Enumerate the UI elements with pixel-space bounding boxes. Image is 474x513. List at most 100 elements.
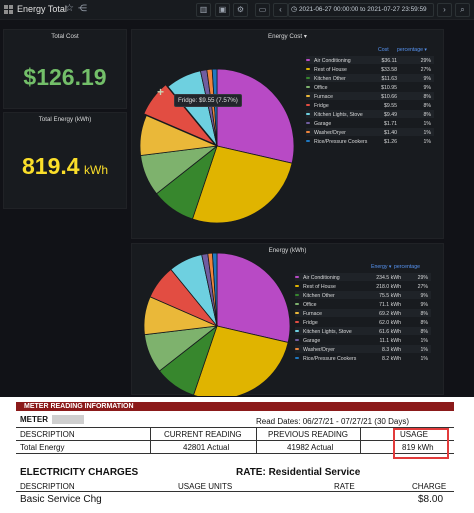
legend-series-name: Garage: [314, 120, 332, 127]
zoom-out-icon[interactable]: ⌕: [455, 3, 470, 17]
total-cost-panel[interactable]: Total Cost $126.19: [3, 29, 127, 109]
dashboards-grid-icon[interactable]: [4, 5, 13, 14]
dashboard-title[interactable]: Energy Total: [17, 4, 67, 14]
legend-col-energy[interactable]: Energy ▾: [371, 264, 392, 270]
charges-col-usage-units: USAGE UNITS: [178, 482, 233, 491]
chevron-down-icon[interactable]: ▾: [303, 33, 307, 40]
pie-slice-air-conditioning[interactable]: [216, 68, 295, 164]
pie-slice-fridge[interactable]: [143, 84, 215, 145]
legend-percentage: 9%: [423, 75, 432, 82]
legend-swatch: [306, 94, 310, 97]
divider: [16, 440, 454, 441]
tv-icon[interactable]: ▭: [255, 3, 270, 17]
legend-swatch: [295, 275, 299, 278]
legend-row[interactable]: Washer/Dryer $1.40 1%: [306, 128, 434, 136]
legend-series-name: Washer/Dryer: [314, 129, 346, 136]
charges-col-description: DESCRIPTION: [20, 482, 75, 491]
legend-swatch: [306, 76, 310, 79]
meter-label: METER: [20, 415, 48, 424]
legend-series-name: Furnace: [314, 93, 334, 100]
total-energy-value-wrap: 819.4 kWh: [4, 153, 126, 180]
legend-series-name: Kitchen Other: [303, 292, 335, 299]
settings-icon[interactable]: ⚙: [233, 3, 248, 17]
legend-row[interactable]: Garage $1.71 1%: [306, 119, 434, 127]
pie-slice-rice-pressure-cookers[interactable]: [211, 252, 218, 327]
total-energy-panel[interactable]: Total Energy (kWh) 819.4 kWh: [3, 112, 127, 209]
legend-value: 61.6 kWh: [379, 328, 401, 335]
energy-cost-panel[interactable]: Energy Cost ▾ Cost percentage ▾ Air Cond…: [131, 29, 444, 239]
legend-row[interactable]: Furnace $10.66 8%: [306, 92, 434, 100]
utility-bill-image: METER READING INFORMATION METER Read Dat…: [0, 397, 474, 513]
legend-swatch: [306, 67, 310, 70]
legend-value: $1.40: [384, 129, 397, 136]
legend-swatch: [295, 356, 299, 359]
row-previous-reading: 41982 Actual: [287, 443, 334, 452]
divider: [16, 453, 454, 454]
legend-percentage: 27%: [420, 66, 431, 73]
legend-row[interactable]: Rice/Pressure Cookers 8.2 kWh 1%: [295, 354, 431, 362]
total-energy-unit: kWh: [84, 163, 108, 177]
divider: [16, 491, 454, 492]
legend-row[interactable]: Kitchen Other 75.5 kWh 9%: [295, 291, 431, 299]
legend-value: $10.95: [381, 84, 397, 91]
legend-row[interactable]: Washer/Dryer 8.3 kWh 1%: [295, 345, 431, 353]
legend-percentage: 8%: [420, 310, 429, 317]
legend-row[interactable]: Rice/Pressure Cookers $1.26 1%: [306, 137, 434, 145]
legend-row[interactable]: Garage 11.1 kWh 1%: [295, 336, 431, 344]
legend-percentage: 1%: [423, 138, 432, 145]
legend-percentage: 8%: [423, 111, 432, 118]
energy-cost-pie[interactable]: [132, 30, 445, 240]
energy-kwh-pie[interactable]: [132, 244, 445, 396]
legend-swatch: [306, 139, 310, 142]
col-usage: USAGE: [400, 430, 429, 439]
legend-row[interactable]: Furnace 69.2 kWh 8%: [295, 309, 431, 317]
save-icon[interactable]: ▣: [215, 3, 230, 17]
legend-swatch: [295, 347, 299, 350]
legend-row[interactable]: Rest of House $33.58 27%: [306, 65, 434, 73]
star-icon[interactable]: ☆: [65, 3, 74, 14]
pie-slice-furnace[interactable]: [139, 115, 219, 156]
time-range-picker[interactable]: ◷ 2021-06-27 00:00:00 to 2021-07-27 23:5…: [288, 3, 434, 17]
legend-value: $36.11: [381, 57, 397, 64]
legend-value: 234.5 kWh: [376, 274, 401, 281]
legend-row[interactable]: Fridge $9.55 8%: [306, 101, 434, 109]
legend-row[interactable]: Kitchen Other $11.63 9%: [306, 74, 434, 82]
legend-row[interactable]: Office $10.95 9%: [306, 83, 434, 91]
pie-slice-rest-of-house[interactable]: [192, 325, 289, 396]
legend-col-cost[interactable]: Cost: [378, 47, 389, 53]
legend-row[interactable]: Air Conditioning $36.11 29%: [306, 56, 434, 64]
pie-slice-air-conditioning[interactable]: [216, 252, 291, 343]
time-forward-icon[interactable]: ›: [437, 3, 452, 17]
divider: [16, 427, 454, 428]
legend-col-percentage[interactable]: percentage: [394, 264, 420, 270]
legend-row[interactable]: Air Conditioning 234.5 kWh 29%: [295, 273, 431, 281]
legend-series-name: Rice/Pressure Cookers: [303, 355, 357, 362]
usage-highlight-box: [393, 428, 449, 459]
energy-kwh-legend: Energy ▾ percentage Air Conditioning 234.…: [295, 264, 431, 364]
legend-value: 62.0 kWh: [379, 319, 401, 326]
legend-row[interactable]: Fridge 62.0 kWh 8%: [295, 318, 431, 326]
pie-slice-rice-pressure-cookers[interactable]: [211, 68, 218, 147]
pie-slice-rest-of-house[interactable]: [191, 145, 293, 224]
legend-row[interactable]: Kitchen Lights, Stove $9.49 8%: [306, 110, 434, 118]
row-description: Total Energy: [20, 443, 65, 452]
legend-col-percentage[interactable]: percentage ▾: [397, 47, 428, 53]
legend-series-name: Rice/Pressure Cookers: [314, 138, 368, 145]
legend-series-name: Fridge: [303, 319, 318, 326]
legend-swatch: [295, 284, 299, 287]
legend-percentage: 27%: [417, 283, 428, 290]
time-back-icon[interactable]: ‹: [273, 3, 288, 17]
legend-row[interactable]: Rest of House 218.0 kWh 27%: [295, 282, 431, 290]
share-icon[interactable]: ⋲: [78, 3, 87, 13]
col-description: DESCRIPTION: [20, 430, 75, 439]
col-current-reading: CURRENT READING: [164, 430, 242, 439]
energy-kwh-panel[interactable]: Energy (kWh) Energy ▾ percentage Air Con…: [131, 243, 445, 396]
legend-row[interactable]: Kitchen Lights, Stove 61.6 kWh 8%: [295, 327, 431, 335]
add-panel-icon[interactable]: ▥: [196, 3, 211, 17]
charges-col-rate: RATE: [334, 482, 355, 491]
legend-row[interactable]: Office 71.1 kWh 9%: [295, 300, 431, 308]
legend-series-name: Rest of House: [303, 283, 336, 290]
legend-value: 71.1 kWh: [379, 301, 401, 308]
panel-title: Total Energy (kWh): [38, 116, 92, 123]
